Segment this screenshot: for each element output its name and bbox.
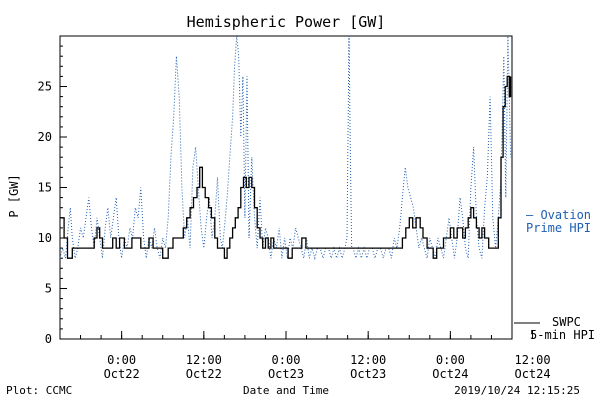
- y-tick-label: 0: [45, 332, 52, 346]
- y-tick-label: 15: [38, 181, 52, 195]
- y-tick-label: 5: [45, 282, 52, 296]
- x-tick-date: Oct23: [268, 367, 304, 381]
- legend-swpc-line1: SWPC: [552, 315, 581, 329]
- y-tick-label: 20: [38, 130, 52, 144]
- x-tick-time: 0:00: [436, 353, 465, 367]
- legend-swpc-hpi: SWPC 5-min HPI: [514, 315, 595, 342]
- legend-ovation-prime: – Ovation Prime HPI: [526, 208, 591, 235]
- y-axis-ticks: 0 5 10 15 20 25: [38, 45, 67, 346]
- x-axis-label: Date and Time: [243, 384, 329, 397]
- x-tick-date: Oct22: [186, 367, 222, 381]
- x-tick-date: Oct24: [432, 367, 468, 381]
- timestamp: 2019/10/24 12:15:25: [454, 384, 580, 397]
- x-tick-date: Oct24: [514, 367, 550, 381]
- x-axis-ticks: 0:00Oct2212:00Oct220:00Oct2312:00Oct230:…: [59, 331, 551, 381]
- legend-ovation-line2: Prime HPI: [526, 221, 591, 235]
- chart-title: Hemispheric Power [GW]: [187, 13, 386, 31]
- x-tick-time: 0:00: [107, 353, 136, 367]
- plot-frame: [59, 35, 513, 340]
- x-tick-time: 0:00: [272, 353, 301, 367]
- legend-ovation-line1: – Ovation: [526, 208, 591, 222]
- series-swpc-line: [60, 75, 512, 259]
- x-tick-date: Oct23: [350, 367, 386, 381]
- x-tick-time: 12:00: [514, 353, 550, 367]
- series-layer: [59, 35, 512, 261]
- legend-swpc-line2: 5-min HPI: [530, 328, 595, 342]
- x-tick-time: 12:00: [350, 353, 386, 367]
- plot-source: Plot: CCMC: [6, 384, 72, 397]
- x-tick-time: 12:00: [186, 353, 222, 367]
- x-tick-date: Oct22: [104, 367, 140, 381]
- series-ovation-prime-line: [59, 35, 512, 261]
- y-tick-label: 10: [38, 231, 52, 245]
- y-axis-label: P [GW]: [7, 174, 21, 217]
- y-tick-label: 25: [38, 80, 52, 94]
- plot-border: [59, 35, 513, 340]
